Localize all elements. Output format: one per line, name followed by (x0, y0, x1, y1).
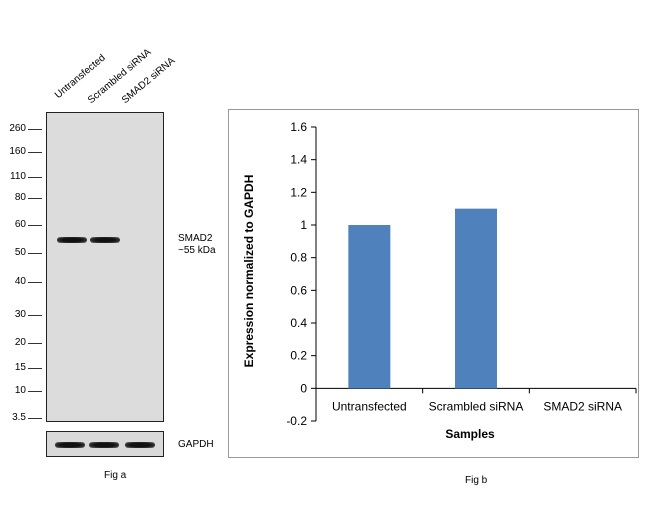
y-tick-label: 0.8 (290, 251, 307, 265)
mw-label: 110 (10, 171, 26, 182)
gapdh-band-scrambled-sirna (89, 442, 119, 448)
mw-label: 3.5 (12, 412, 26, 423)
y-tick-label: 0.2 (290, 349, 307, 363)
blot-membrane-smad2 (46, 112, 164, 422)
mw-label: 260 (9, 123, 26, 134)
mw-tick (28, 418, 42, 419)
x-tick-label: Untransfected (332, 399, 407, 413)
mw-tick (28, 225, 42, 226)
mw-tick (28, 282, 42, 283)
mw-label: 40 (14, 276, 26, 287)
mw-label: 30 (14, 309, 26, 320)
mw-tick (28, 315, 42, 316)
fig-a-caption: Fig a (104, 470, 127, 481)
smad2-size-label: ~55 kDa (178, 245, 216, 256)
mw-label: 20 (14, 337, 26, 348)
y-tick-label: 1 (300, 218, 307, 232)
mw-label: 80 (14, 192, 26, 203)
mw-label: 10 (14, 385, 26, 396)
mw-tick (28, 343, 42, 344)
x-tick-label: SMAD2 siRNA (543, 399, 622, 413)
mw-tick (28, 152, 42, 153)
y-tick-label: 1.6 (290, 120, 307, 134)
mw-tick (28, 129, 42, 130)
smad2-band-scrambled-sirna (90, 237, 120, 243)
smad2-target-label: SMAD2 (178, 233, 213, 244)
mw-label: 160 (9, 146, 26, 157)
y-axis-title: Expression normalized to GAPDH (242, 175, 256, 368)
mw-tick (28, 177, 42, 178)
y-tick-label: -0.2 (286, 414, 307, 428)
mw-tick (28, 198, 42, 199)
mw-label: 60 (14, 219, 26, 230)
mw-tick (28, 391, 42, 392)
x-tick-label: Scrambled siRNA (429, 399, 524, 413)
y-tick-label: 1.2 (290, 185, 307, 199)
mw-label: 15 (14, 362, 26, 373)
blot-membrane-gapdh (46, 431, 164, 457)
y-tick-label: 0.6 (290, 283, 307, 297)
gapdh-band-smad2-sirna (125, 442, 155, 448)
bar-chart-frame (228, 109, 639, 458)
y-tick-label: 1.4 (290, 153, 307, 167)
gapdh-label: GAPDH (178, 439, 214, 450)
mw-tick (28, 368, 42, 369)
mw-label: 50 (14, 247, 26, 258)
gapdh-band-untransfected (55, 442, 85, 448)
mw-tick (28, 253, 42, 254)
bar-untransfected (348, 225, 391, 389)
bar-scrambled-sirna (455, 208, 497, 389)
x-axis-title: Samples (445, 427, 495, 441)
smad2-band-untransfected (57, 237, 87, 243)
y-tick-label: 0.4 (290, 316, 307, 330)
fig-b-caption: Fig b (465, 475, 488, 486)
y-tick-label: 0 (300, 381, 307, 395)
